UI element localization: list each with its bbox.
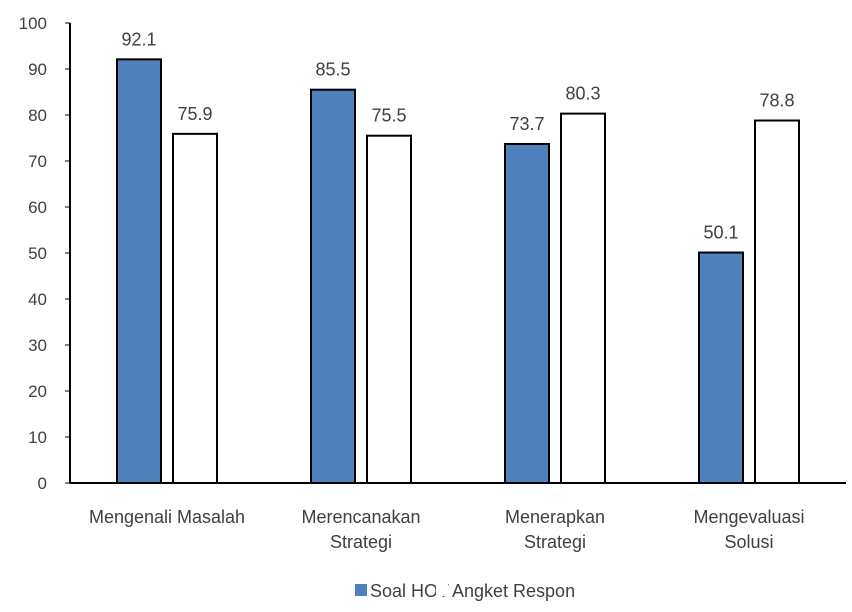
x-category-label: Mengevaluasi bbox=[693, 507, 804, 527]
x-category-label: Merencanakan bbox=[301, 507, 420, 527]
data-label: 50.1 bbox=[703, 223, 738, 243]
y-tick-label: 10 bbox=[28, 428, 47, 447]
data-label: 75.5 bbox=[371, 106, 406, 126]
x-category-label: Menerapkan bbox=[505, 507, 605, 527]
data-label: 75.9 bbox=[177, 104, 212, 124]
y-tick-label: 50 bbox=[28, 244, 47, 263]
legend-swatch bbox=[436, 584, 448, 596]
x-category-label: Strategi bbox=[524, 532, 586, 552]
y-tick-label: 20 bbox=[28, 382, 47, 401]
y-tick-label: 90 bbox=[28, 60, 47, 79]
legend-label: Soal HOT bbox=[370, 581, 449, 601]
legend-swatch bbox=[355, 584, 367, 596]
x-category-label: Strategi bbox=[330, 532, 392, 552]
y-tick-label: 70 bbox=[28, 152, 47, 171]
bar-angket-respon bbox=[172, 132, 218, 485]
bar-soal-hot bbox=[698, 251, 744, 484]
y-tick-label: 30 bbox=[28, 336, 47, 355]
bar-angket-respon bbox=[366, 134, 412, 484]
bar-angket-respon bbox=[754, 119, 800, 485]
bar-soal-hot bbox=[116, 58, 162, 485]
y-tick-label: 0 bbox=[38, 474, 47, 493]
data-label: 80.3 bbox=[565, 84, 600, 104]
data-label: 92.1 bbox=[121, 29, 156, 49]
y-tick-label: 80 bbox=[28, 106, 47, 125]
bar-soal-hot bbox=[504, 142, 550, 484]
x-category-label: Mengenali Masalah bbox=[89, 507, 245, 527]
data-label: 85.5 bbox=[315, 60, 350, 80]
bar-soal-hot bbox=[310, 88, 356, 484]
data-label: 73.7 bbox=[509, 114, 544, 134]
y-tick-label: 40 bbox=[28, 290, 47, 309]
data-label: 78.8 bbox=[759, 91, 794, 111]
x-category-label: Solusi bbox=[724, 532, 773, 552]
y-tick-label: 60 bbox=[28, 198, 47, 217]
y-tick-label: 100 bbox=[19, 14, 47, 33]
bar-angket-respon bbox=[560, 112, 606, 485]
legend-label: Angket Respon bbox=[452, 581, 575, 601]
